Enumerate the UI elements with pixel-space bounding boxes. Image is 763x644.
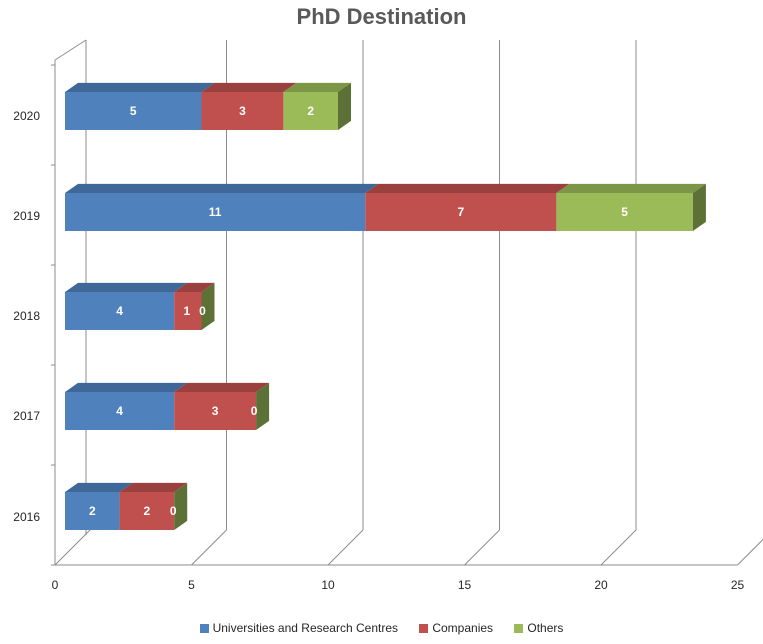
floor-diagonal-5 [191,529,227,566]
bar-2020-universities-front [65,92,202,130]
bar-2016-universities-top [65,482,133,492]
bar-2020-companies-top [201,82,297,92]
x-tick-label-10: 10 [321,578,335,592]
bar-2016-companies-top [119,482,188,492]
bar-2017-universities-front [65,392,175,430]
bar-2019-others-top [556,183,706,193]
bar-2019-universities-top [65,183,379,193]
bar-2019-others-front [556,193,693,231]
bar-2018-companies-top [174,282,215,292]
bar-2018-side [201,282,215,330]
y-category-label-2017: 2017 [13,409,40,423]
bar-2016-universities-front [65,492,120,530]
chart-title: PhD Destination [296,4,467,29]
bar-2018-universities-front [65,292,175,330]
y-category-label-2016: 2016 [13,510,40,524]
x-tick-label-20: 20 [594,578,608,592]
data-label-2018-others: 0 [199,304,206,318]
data-label-2016-universities: 2 [89,504,96,518]
bar-2017-side [256,382,270,430]
bar-2017-companies-top [174,382,270,392]
data-label-2016-companies: 2 [144,504,151,518]
x-tick-label-0: 0 [52,578,59,592]
legend-label-universities: Universities and Research Centres [212,621,398,635]
x-tick-label-5: 5 [188,578,195,592]
bar-2017-companies-front [174,392,257,430]
y-category-label-2020: 2020 [13,109,40,123]
y-category-label-2019: 2019 [13,209,40,223]
bar-2020-side [338,82,351,130]
legend-swatch-companies [419,623,429,633]
x-tick-label-25: 25 [731,578,745,592]
floor-diagonal-25 [737,538,763,566]
data-label-2017-universities: 4 [116,404,123,418]
floor-diagonal-20 [600,529,637,566]
data-label-2016-others: 0 [170,504,177,518]
data-label-2019-others: 5 [621,205,628,219]
floor-diagonal-15 [464,529,500,566]
data-label-2017-companies: 3 [212,404,219,418]
data-label-2020-others: 2 [307,104,314,118]
legend-swatch-others [514,623,524,633]
bar-2016-companies-front [119,492,175,530]
floor-diagonal-0 [54,529,91,566]
x-tick-label-15: 15 [458,578,472,592]
data-label-2018-companies: 1 [184,304,191,318]
bar-2020-others-front [283,92,338,130]
bar-2020-universities-top [65,82,215,92]
data-label-2019-universities: 11 [209,205,222,219]
data-label-2019-companies: 7 [458,205,465,219]
axis-top-diagonal [54,39,87,61]
data-label-2020-universities: 5 [130,104,137,118]
bar-2019-companies-front [365,193,557,231]
legend-item-universities: Universities and Research Centres [199,621,398,635]
legend-label-companies: Companies [432,621,494,635]
legend-label-others: Others [527,621,564,635]
bar-2018-universities-top [65,282,188,292]
bar-2019-companies-top [365,183,570,193]
bar-2020-companies-front [201,92,284,130]
floor-diagonal-10 [327,529,364,566]
chart-legend: Universities and Research Centres Compan… [0,621,763,636]
bar-2020-others-top [283,82,351,92]
legend-swatch-universities [199,623,209,633]
data-label-2017-others: 0 [251,404,258,418]
bar-2019-side [692,183,706,231]
legend-item-others: Others [514,621,563,635]
legend-item-companies: Companies [419,621,493,635]
bar-2019-universities-front [65,193,366,231]
bar-2016-side [174,482,188,530]
data-label-2018-universities: 4 [116,304,123,318]
data-label-2020-companies: 3 [239,104,246,118]
y-category-label-2018: 2018 [13,309,40,323]
bar-2018-companies-front [174,292,202,330]
bar-2017-universities-top [65,382,188,392]
